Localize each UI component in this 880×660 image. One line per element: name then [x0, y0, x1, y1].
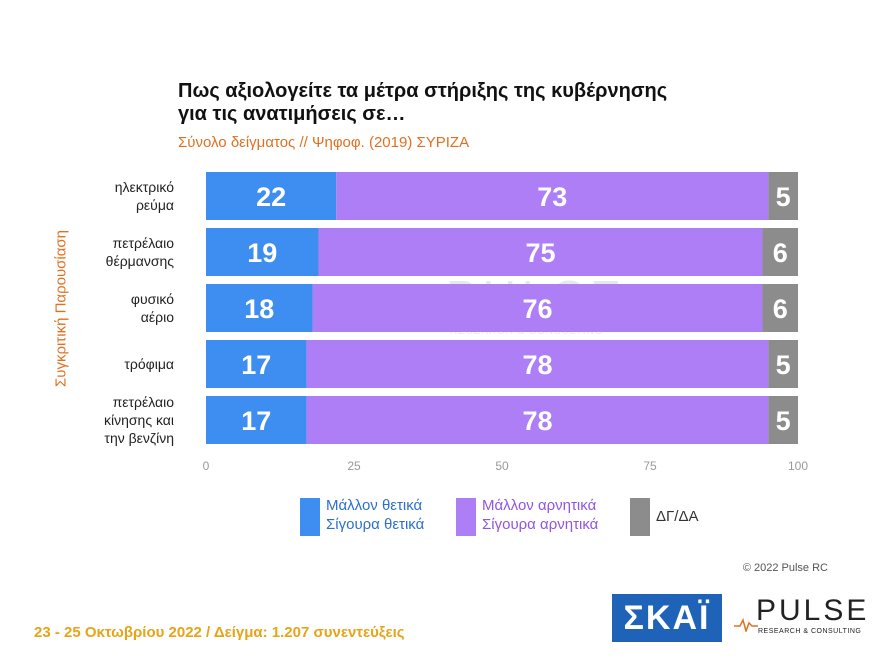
- pulse-logo: PULSE RESEARCH & CONSULTING: [734, 594, 866, 644]
- copyright: © 2022 Pulse RC: [742, 562, 828, 574]
- bar-segment: [768, 172, 798, 220]
- bar-segment: [762, 228, 798, 276]
- legend-swatch-negative: [456, 498, 476, 536]
- bar-value-label: 78: [522, 406, 552, 436]
- bar-value-label: 18: [244, 294, 274, 324]
- bar-segment: [768, 340, 798, 388]
- x-tick-label: 0: [203, 459, 210, 473]
- bar-segment: [206, 340, 307, 388]
- bar-value-label: 73: [537, 182, 567, 212]
- x-tick-label: 100: [788, 459, 808, 473]
- bar-segment: [318, 228, 763, 276]
- bar-value-label: 5: [776, 350, 791, 380]
- legend-swatch-positive: [300, 498, 320, 536]
- pulse-logo-sub: RESEARCH & CONSULTING: [758, 628, 862, 635]
- legend-swatch-dk: [630, 498, 650, 536]
- legend-label-negative: Μάλλον αρνητικά Σίγουρα αρνητικά: [482, 496, 598, 534]
- bar-segment: [306, 396, 769, 444]
- bar-segment: [336, 172, 769, 220]
- bar-value-label: 6: [773, 238, 788, 268]
- bar-value-label: 78: [522, 350, 552, 380]
- bar-segment: [206, 228, 319, 276]
- x-tick-label: 25: [347, 459, 361, 473]
- bar-value-label: 5: [776, 182, 791, 212]
- legend-label-dk: ΔΓ/ΔΑ: [656, 508, 699, 525]
- category-label: ηλεκτρικό ρεύμα: [24, 178, 174, 214]
- bar-value-label: 75: [525, 238, 555, 268]
- bar-segment: [206, 172, 337, 220]
- bar-value-label: 76: [522, 294, 552, 324]
- category-label-line: πετρέλαιο: [112, 235, 174, 251]
- x-tick-label: 75: [643, 459, 657, 473]
- footer-fieldwork: 23 - 25 Οκτωβρίου 2022 / Δείγμα: 1.207 σ…: [34, 624, 405, 641]
- category-label-line: κίνησης και: [104, 412, 174, 428]
- legend-label-positive: Μάλλον θετικά Σίγουρα θετικά: [326, 496, 424, 534]
- bar-value-label: 17: [241, 350, 271, 380]
- category-label: πετρέλαιο κίνησης και την βενζίνη: [24, 393, 174, 447]
- category-label-line: θέρμανσης: [105, 253, 174, 269]
- category-label-line: ρεύμα: [135, 197, 174, 213]
- pulse-wave-icon: [734, 618, 758, 632]
- bar-segment: [206, 396, 307, 444]
- legend-label-positive-line-2: Σίγουρα θετικά: [326, 516, 425, 533]
- category-label-line: ηλεκτρικό: [114, 179, 174, 195]
- bar-value-label: 22: [256, 182, 286, 212]
- pulse-logo-word: PULSE: [756, 594, 870, 627]
- chart-title-line-2: για τις ανατιμήσεις σε…: [178, 103, 406, 125]
- category-label: φυσικό αέριο: [24, 290, 174, 326]
- x-tick-label: 50: [495, 459, 509, 473]
- chart-title-line-1: Πως αξιολογείτε τα μέτρα στήριξης της κυ…: [178, 80, 668, 102]
- bar-value-label: 19: [247, 238, 277, 268]
- legend-label-negative-line-1: Μάλλον αρνητικά: [482, 497, 597, 514]
- bar-segment: [312, 284, 763, 332]
- category-label-line: πετρέλαιο: [112, 394, 174, 410]
- category-label-line: αέριο: [140, 309, 174, 325]
- legend-label-negative-line-2: Σίγουρα αρνητικά: [482, 516, 599, 533]
- bar-value-label: 6: [773, 294, 788, 324]
- category-label-line: φυσικό: [130, 291, 174, 307]
- chart-title: Πως αξιολογείτε τα μέτρα στήριξης της κυ…: [178, 80, 667, 126]
- category-label-line: την βενζίνη: [104, 430, 174, 446]
- chart-subtitle: Σύνολο δείγματος // Ψηφοφ. (2019) ΣΥΡΙΖΑ: [178, 134, 470, 151]
- category-label-line: τρόφιμα: [124, 356, 174, 372]
- bar-value-label: 5: [776, 406, 791, 436]
- bar-value-label: 17: [241, 406, 271, 436]
- category-label: τρόφιμα: [24, 355, 174, 373]
- bar-segment: [306, 340, 769, 388]
- bar-segment: [762, 284, 798, 332]
- bar-segment: [768, 396, 798, 444]
- category-label: πετρέλαιο θέρμανσης: [24, 234, 174, 270]
- legend-label-positive-line-1: Μάλλον θετικά: [326, 497, 423, 514]
- bar-segment: [206, 284, 313, 332]
- skai-logo: ΣΚΑΪ: [612, 594, 722, 642]
